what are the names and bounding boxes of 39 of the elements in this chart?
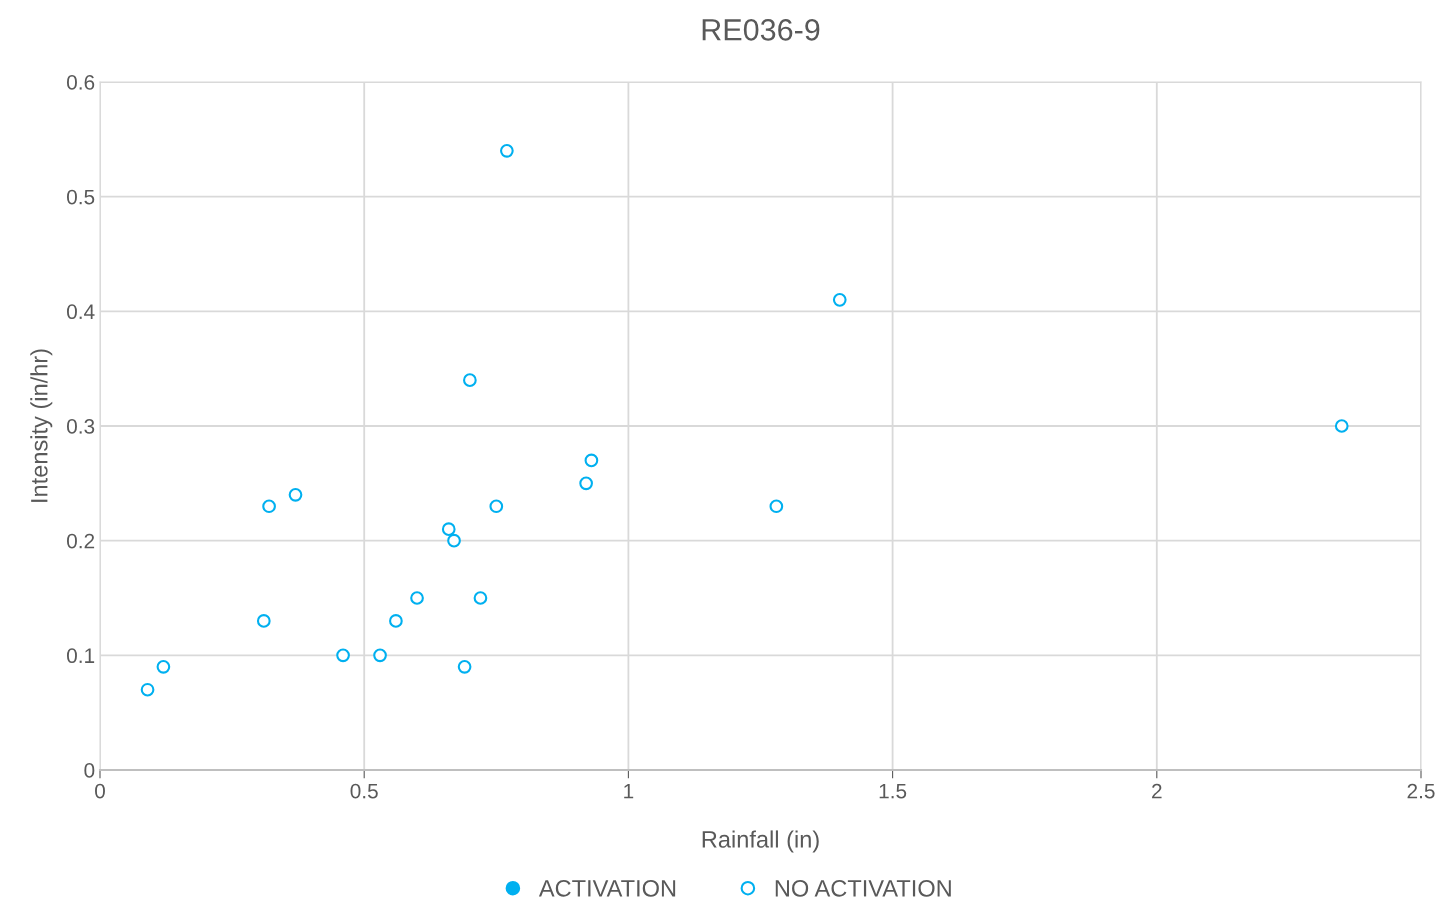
x-axis-title: Rainfall (in) xyxy=(702,830,819,853)
point xyxy=(373,648,387,663)
point xyxy=(288,487,303,502)
point xyxy=(256,614,271,628)
point xyxy=(832,293,847,307)
point xyxy=(769,499,784,514)
point xyxy=(584,453,599,468)
point xyxy=(457,659,472,674)
point xyxy=(1334,419,1349,433)
legend-label: NO ACTIVATION xyxy=(775,879,951,897)
point xyxy=(336,648,350,663)
y-axis-title: Intensity (in/hr) xyxy=(30,349,53,502)
point xyxy=(489,499,504,514)
point xyxy=(447,533,461,548)
y-tick-label: 0.6 xyxy=(66,75,95,90)
y-tick-label: 0.4 xyxy=(66,304,95,320)
y-tick-label: 0.5 xyxy=(66,189,95,205)
point xyxy=(156,659,171,674)
point xyxy=(463,373,477,387)
point xyxy=(389,614,403,628)
x-tick-label: 2 xyxy=(1152,783,1162,799)
x-tick-label: 1 xyxy=(624,783,634,799)
point xyxy=(500,143,514,158)
chart-title: RE036-9 xyxy=(702,19,820,41)
point xyxy=(410,591,424,605)
y-tick-label: 0 xyxy=(84,763,95,778)
y-tick-label: 0.2 xyxy=(66,533,95,549)
point xyxy=(473,591,488,605)
x-tick-label: 1.5 xyxy=(879,783,907,799)
x-tick-label: 2.5 xyxy=(1407,783,1435,799)
y-tick-label: 0.3 xyxy=(66,419,95,434)
x-tick-label: 0.5 xyxy=(350,783,378,799)
legend-label: ACTIVATION xyxy=(538,879,676,897)
point xyxy=(262,499,276,514)
point xyxy=(140,682,155,697)
point xyxy=(579,476,593,491)
point xyxy=(441,522,456,537)
y-tick-label: 0.1 xyxy=(66,648,95,664)
x-tick-label: 0 xyxy=(95,783,105,799)
